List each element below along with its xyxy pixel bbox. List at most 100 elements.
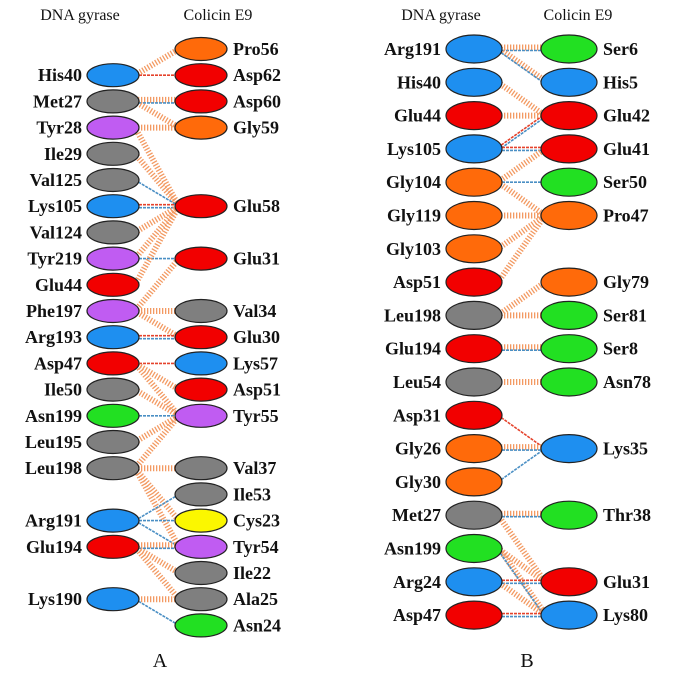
link-Ile29-Glu58 [132, 151, 182, 209]
residue-label: Leu195 [25, 432, 82, 452]
residue-node-Glu31 [174, 246, 228, 271]
residue-label: Ser50 [603, 172, 647, 192]
residue-label: Cys23 [233, 511, 280, 531]
residue-label: Arg191 [384, 39, 441, 59]
link-Lys105-Glu42 [497, 113, 546, 149]
link-Arg191-His5 [496, 45, 547, 84]
residue-node-Lys57 [174, 351, 228, 376]
residue-label: Met27 [33, 91, 82, 111]
residue-node-Gly26 [445, 434, 503, 464]
link-Phe197-Glu31 [132, 256, 182, 313]
link-Leu198-Cys23 [132, 466, 182, 523]
residue-node-Ser6 [540, 34, 598, 64]
residue-node-His40 [86, 63, 140, 88]
residue-node-Gly104 [445, 167, 503, 197]
residue-label: Ser6 [603, 39, 638, 59]
residue-node-Leu195 [86, 429, 140, 455]
residue-label: Lys105 [28, 196, 82, 216]
residue-label: Glu194 [385, 339, 441, 359]
link-Met27-Glu31 [495, 513, 548, 584]
residue-node-Val37 [174, 456, 228, 481]
link-Glu44-Glu58 [132, 204, 182, 287]
link-Lys190-Asn24 [134, 598, 180, 627]
residue-node-Asn78 [540, 367, 598, 397]
residue-label: Ile29 [44, 144, 82, 164]
residue-label: Asp47 [34, 353, 82, 373]
residue-node-Ile29 [86, 141, 140, 166]
link-Tyr219-Glu58 [132, 204, 182, 261]
residue-label: Asp62 [233, 65, 281, 85]
link-His40-Pro56 [133, 46, 181, 78]
residue-label: Glu30 [233, 327, 280, 347]
link-Gly30-Lys35 [497, 447, 546, 483]
residue-label: Gly103 [386, 239, 441, 259]
residue-node-Met27 [445, 500, 503, 530]
residue-node-Phe197 [86, 298, 140, 324]
residue-node-Ser50 [540, 167, 598, 197]
residue-label: Ile22 [233, 563, 271, 583]
residue-node-Gly79 [540, 267, 598, 297]
panel-b: DNA gyrase Colicin E9 Arg191 His40 Glu44 Lys1… [384, 7, 651, 672]
residue-label: Gly104 [386, 172, 441, 192]
residue-label: His40 [397, 72, 441, 92]
residue-node-Lys35 [540, 434, 598, 464]
residue-node-His5 [540, 67, 598, 97]
residue-label: Tyr55 [233, 406, 279, 426]
residue-node-Glu30 [174, 325, 228, 350]
residue-node-Ser8 [540, 334, 598, 364]
residue-label: Arg24 [393, 572, 441, 592]
residue-label: Glu44 [394, 106, 441, 126]
residue-node-Glu194 [86, 534, 140, 559]
residue-label: Gly79 [603, 272, 649, 292]
residue-node-Arg193 [86, 325, 140, 350]
residue-label: Glu41 [603, 139, 650, 159]
residue-node-Arg191 [86, 508, 140, 533]
link-Glu194-Ile22 [133, 544, 181, 576]
residue-node-Leu54 [445, 367, 503, 397]
residue-node-Lys80 [540, 600, 598, 630]
residue-node-Thr38 [540, 500, 598, 530]
link-Gly103-Pro47 [496, 213, 547, 252]
residue-label: Leu198 [25, 458, 82, 478]
residue-label: Tyr219 [27, 249, 82, 269]
residue-node-Gly103 [445, 234, 503, 264]
residue-label: Leu198 [384, 305, 441, 325]
residue-node-Gly59 [174, 115, 228, 140]
residue-node-Lys190 [86, 587, 140, 612]
residue-node-Asp62 [174, 63, 228, 88]
residue-label: Glu31 [603, 572, 650, 592]
link-Asn199-Lys80 [497, 549, 546, 618]
link-Lys105-Glu42 [497, 116, 546, 152]
link-His40-Glu42 [496, 79, 547, 119]
residue-label: Val125 [30, 170, 82, 190]
residue-node-Gly119 [445, 200, 503, 231]
residue-node-Val34 [174, 298, 228, 324]
residue-label: Pro47 [603, 206, 649, 226]
residue-label: Gly59 [233, 118, 279, 138]
link-Ile50-Tyr55 [133, 387, 181, 419]
residue-label: Asn199 [25, 406, 82, 426]
residue-label: Val34 [233, 301, 276, 321]
link-Glu194-Ala25 [132, 544, 182, 602]
residue-node-Tyr55 [174, 403, 228, 428]
residue-node-Ile50 [86, 377, 140, 402]
residue-label: Arg191 [25, 511, 82, 531]
residue-label: Lys35 [603, 439, 648, 459]
residue-label: Glu44 [35, 275, 82, 295]
link-Arg24-Lys80 [496, 579, 547, 618]
link-Asp31-Lys35 [497, 414, 546, 450]
residue-node-Asn24 [174, 613, 228, 638]
residue-label: Asp51 [393, 272, 441, 292]
link-Arg191-His5 [497, 49, 546, 85]
link-Gly104-Glu41 [496, 146, 547, 185]
right-protein-header: Colicin E9 [184, 7, 253, 24]
residue-node-Pro47 [540, 200, 598, 231]
residue-node-Ile22 [174, 560, 228, 586]
link-Phe197-Glu30 [133, 308, 181, 340]
left-protein-header: DNA gyrase [401, 7, 481, 24]
residue-label: Glu42 [603, 106, 650, 126]
link-Leu198-Gly79 [496, 279, 547, 318]
residue-label: Lys57 [233, 353, 278, 373]
